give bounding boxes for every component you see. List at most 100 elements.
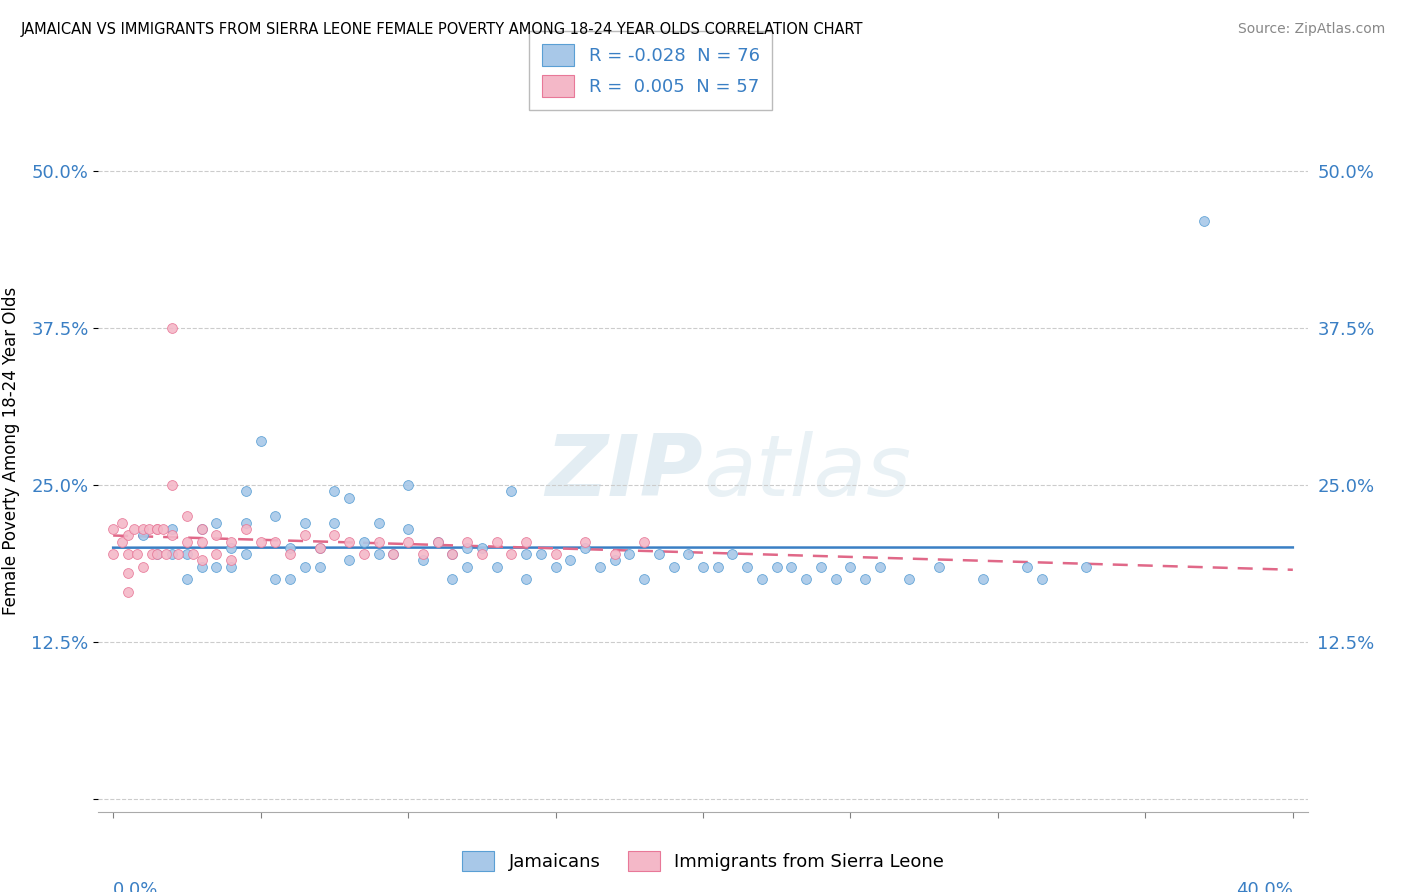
- Point: [235, 484, 257, 499]
- Point: [485, 534, 508, 549]
- Point: [264, 509, 287, 524]
- Point: [278, 547, 301, 561]
- Point: [501, 547, 523, 561]
- Point: [122, 522, 145, 536]
- Point: [181, 547, 204, 561]
- Point: [633, 534, 655, 549]
- Point: [367, 547, 389, 561]
- Point: [648, 547, 671, 561]
- Point: [219, 559, 242, 574]
- Point: [249, 534, 271, 549]
- Point: [190, 534, 212, 549]
- Text: 40.0%: 40.0%: [1236, 880, 1294, 892]
- Point: [706, 559, 728, 574]
- Point: [264, 572, 287, 586]
- Point: [117, 584, 139, 599]
- Point: [249, 434, 271, 448]
- Point: [337, 534, 360, 549]
- Point: [869, 559, 891, 574]
- Text: atlas: atlas: [703, 431, 911, 514]
- Point: [176, 534, 198, 549]
- Point: [751, 572, 773, 586]
- Point: [131, 559, 153, 574]
- Point: [412, 553, 434, 567]
- Point: [485, 559, 508, 574]
- Point: [353, 547, 375, 561]
- Point: [141, 547, 163, 561]
- Y-axis label: Female Poverty Among 18-24 Year Olds: Female Poverty Among 18-24 Year Olds: [3, 286, 20, 615]
- Point: [205, 528, 228, 542]
- Point: [152, 522, 174, 536]
- Point: [471, 541, 494, 555]
- Point: [972, 572, 994, 586]
- Point: [574, 541, 596, 555]
- Point: [160, 528, 183, 542]
- Point: [412, 547, 434, 561]
- Point: [235, 522, 257, 536]
- Point: [138, 522, 160, 536]
- Point: [735, 559, 758, 574]
- Point: [294, 528, 316, 542]
- Text: JAMAICAN VS IMMIGRANTS FROM SIERRA LEONE FEMALE POVERTY AMONG 18-24 YEAR OLDS CO: JAMAICAN VS IMMIGRANTS FROM SIERRA LEONE…: [21, 22, 863, 37]
- Point: [396, 522, 419, 536]
- Point: [294, 559, 316, 574]
- Point: [219, 541, 242, 555]
- Point: [501, 484, 523, 499]
- Point: [323, 516, 346, 530]
- Point: [574, 534, 596, 549]
- Point: [456, 534, 478, 549]
- Point: [589, 559, 612, 574]
- Point: [1031, 572, 1053, 586]
- Point: [264, 534, 287, 549]
- Point: [426, 534, 449, 549]
- Point: [190, 522, 212, 536]
- Point: [205, 547, 228, 561]
- Point: [530, 547, 553, 561]
- Point: [810, 559, 832, 574]
- Legend: R = -0.028  N = 76, R =  0.005  N = 57: R = -0.028 N = 76, R = 0.005 N = 57: [529, 31, 772, 110]
- Point: [167, 547, 190, 561]
- Point: [323, 484, 346, 499]
- Point: [560, 553, 582, 567]
- Point: [603, 547, 626, 561]
- Point: [456, 541, 478, 555]
- Point: [441, 547, 464, 561]
- Point: [633, 572, 655, 586]
- Point: [101, 522, 124, 536]
- Legend: Jamaicans, Immigrants from Sierra Leone: Jamaicans, Immigrants from Sierra Leone: [454, 844, 952, 879]
- Point: [219, 534, 242, 549]
- Point: [515, 547, 537, 561]
- Point: [323, 528, 346, 542]
- Point: [117, 566, 139, 580]
- Text: Source: ZipAtlas.com: Source: ZipAtlas.com: [1237, 22, 1385, 37]
- Point: [853, 572, 876, 586]
- Point: [678, 547, 700, 561]
- Point: [146, 522, 169, 536]
- Point: [131, 528, 153, 542]
- Point: [382, 547, 405, 561]
- Point: [367, 516, 389, 530]
- Point: [235, 516, 257, 530]
- Point: [780, 559, 803, 574]
- Point: [190, 553, 212, 567]
- Point: [117, 547, 139, 561]
- Point: [353, 534, 375, 549]
- Point: [426, 534, 449, 549]
- Point: [176, 547, 198, 561]
- Point: [205, 516, 228, 530]
- Point: [160, 321, 183, 335]
- Text: 0.0%: 0.0%: [112, 880, 159, 892]
- Point: [544, 559, 567, 574]
- Point: [160, 547, 183, 561]
- Point: [471, 547, 494, 561]
- Point: [125, 547, 148, 561]
- Point: [337, 553, 360, 567]
- Point: [441, 572, 464, 586]
- Point: [1017, 559, 1039, 574]
- Point: [382, 547, 405, 561]
- Point: [160, 522, 183, 536]
- Point: [101, 547, 124, 561]
- Point: [190, 559, 212, 574]
- Point: [190, 522, 212, 536]
- Point: [176, 509, 198, 524]
